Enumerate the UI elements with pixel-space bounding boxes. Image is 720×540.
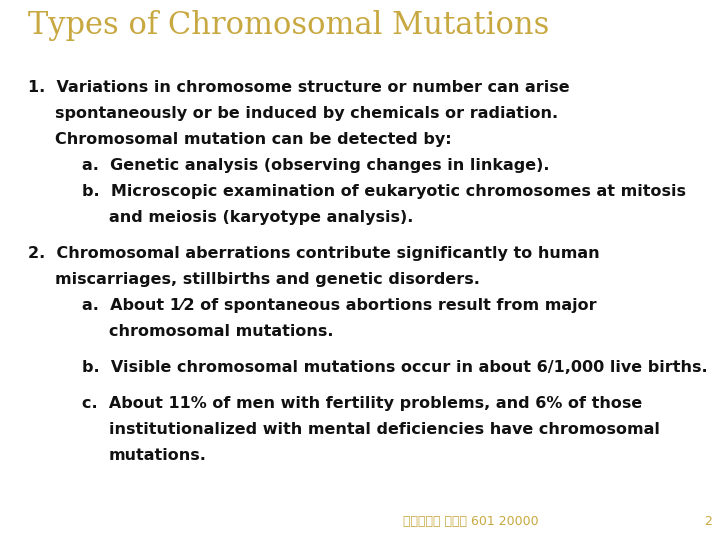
Text: a.  About 1⁄2 of spontaneous abortions result from major: a. About 1⁄2 of spontaneous abortions re… (82, 298, 597, 313)
Text: spontaneously or be induced by chemicals or radiation.: spontaneously or be induced by chemicals… (55, 106, 558, 121)
Text: 台大農藝系 遙傳學 601 20000: 台大農藝系 遙傳學 601 20000 (403, 515, 539, 528)
Text: 1.  Variations in chromosome structure or number can arise: 1. Variations in chromosome structure or… (28, 80, 570, 95)
Text: mutations.: mutations. (109, 448, 207, 463)
Text: b.  Microscopic examination of eukaryotic chromosomes at mitosis: b. Microscopic examination of eukaryotic… (82, 184, 686, 199)
Text: 2: 2 (704, 515, 712, 528)
Text: 2.  Chromosomal aberrations contribute significantly to human: 2. Chromosomal aberrations contribute si… (28, 246, 600, 261)
Text: miscarriages, stillbirths and genetic disorders.: miscarriages, stillbirths and genetic di… (55, 272, 480, 287)
Text: chromosomal mutations.: chromosomal mutations. (109, 324, 333, 339)
Text: Chromosomal mutation can be detected by:: Chromosomal mutation can be detected by: (55, 132, 451, 147)
Text: Types of Chromosomal Mutations: Types of Chromosomal Mutations (28, 10, 549, 41)
Text: a.  Genetic analysis (observing changes in linkage).: a. Genetic analysis (observing changes i… (82, 158, 549, 173)
Text: institutionalized with mental deficiencies have chromosomal: institutionalized with mental deficienci… (109, 422, 660, 437)
Text: and meiosis (karyotype analysis).: and meiosis (karyotype analysis). (109, 210, 413, 225)
Text: b.  Visible chromosomal mutations occur in about 6/1,000 live births.: b. Visible chromosomal mutations occur i… (82, 360, 708, 375)
Text: c.  About 11% of men with fertility problems, and 6% of those: c. About 11% of men with fertility probl… (82, 396, 642, 411)
